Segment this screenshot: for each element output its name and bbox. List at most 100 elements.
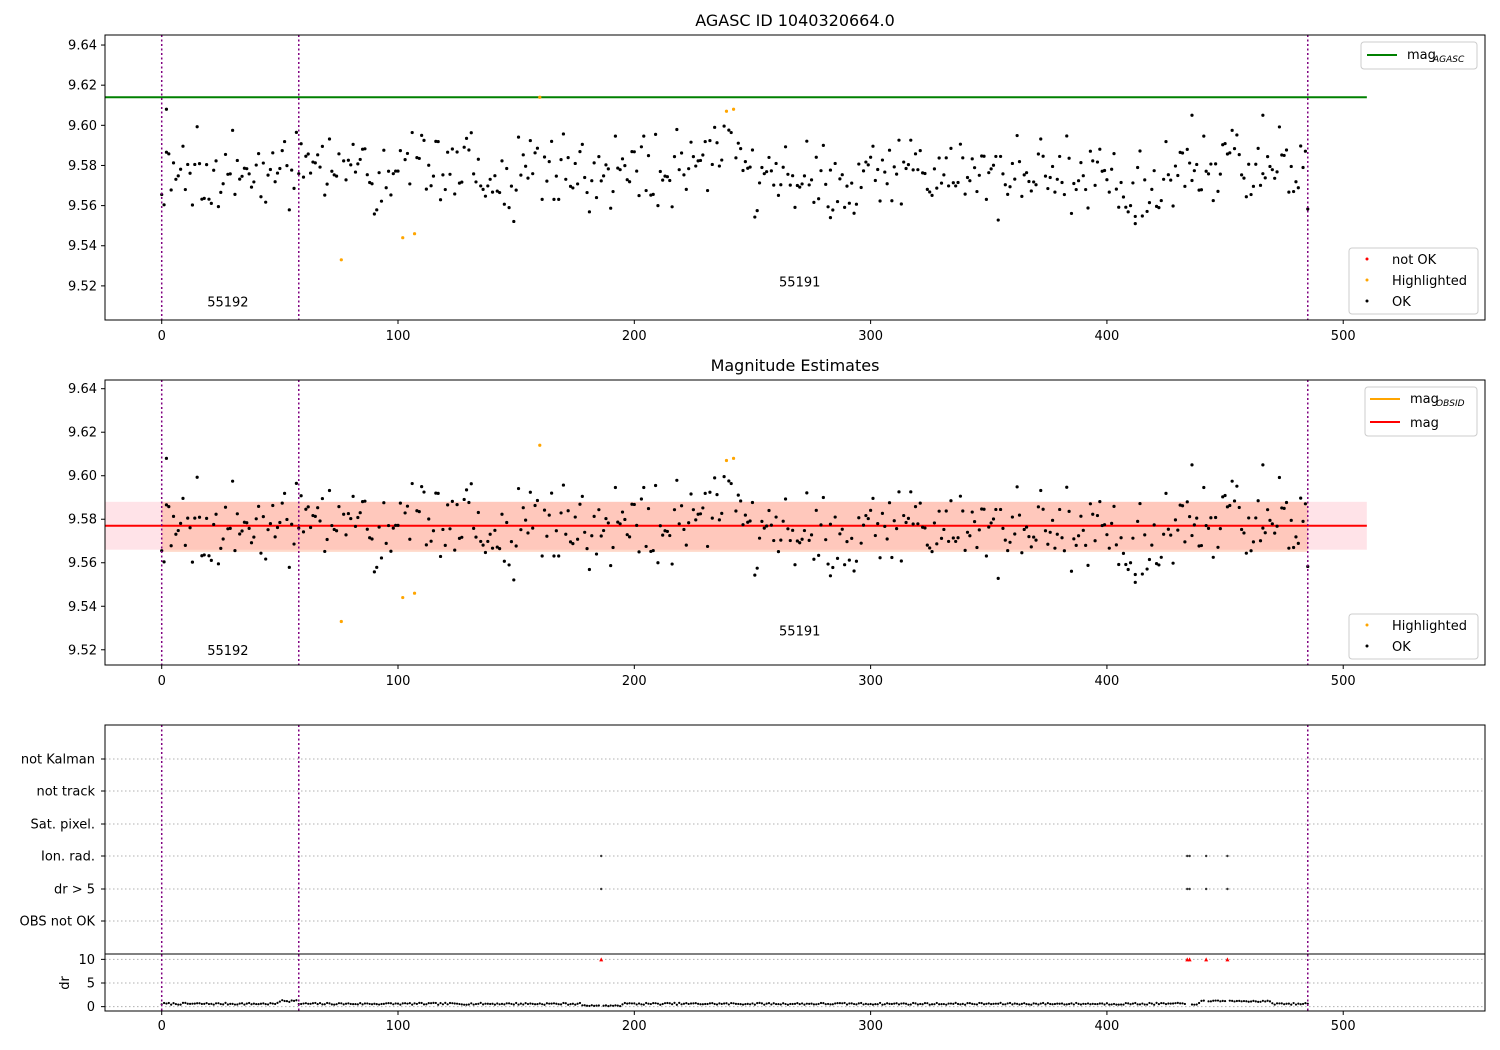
ok-point-480 <box>164 107 169 111</box>
ok-point-221 <box>691 508 695 512</box>
ok-point-418 <box>1162 532 1166 536</box>
dr-point-185 <box>597 1004 600 1007</box>
ok-point-276 <box>826 205 830 209</box>
dr-point-238 <box>723 1002 726 1005</box>
ok-point-368 <box>1043 174 1048 178</box>
ok-point-259 <box>786 172 790 176</box>
dr-point-369 <box>1032 1002 1035 1005</box>
ok-point-24 <box>216 562 221 566</box>
ok-point-246 <box>755 209 759 213</box>
ok-point-295 <box>871 496 875 500</box>
dr-point-458 <box>1242 999 1246 1003</box>
dr-point-244 <box>737 1002 740 1006</box>
ok-point-287 <box>852 569 856 573</box>
ok-point-430 <box>1190 178 1194 183</box>
dr-point-266 <box>789 1002 792 1006</box>
ok-point-213 <box>672 155 677 159</box>
y-tick-label-4: 9.60 <box>68 119 97 134</box>
ok-point-69 <box>323 549 327 554</box>
ok-point-470 <box>1284 148 1289 152</box>
ok-point-439 <box>1211 198 1215 203</box>
ok-point-296 <box>873 533 877 538</box>
dr-point-241 <box>730 1001 733 1005</box>
ok-point-429 <box>1188 161 1192 165</box>
ok-point-81 <box>353 170 358 174</box>
ok-point-2 <box>164 150 169 154</box>
ok-point-88 <box>370 182 374 186</box>
dr-point-102 <box>401 1002 404 1005</box>
dr-point-174 <box>571 1002 574 1005</box>
ok-point-96 <box>389 549 393 553</box>
ok-point-196 <box>632 502 636 507</box>
ok-point-474 <box>1294 535 1298 539</box>
ok-point-414 <box>1152 523 1156 527</box>
ok-point-440 <box>1214 162 1218 166</box>
legend2-highlighted-label: Highlighted <box>1392 619 1467 634</box>
dr-point-414 <box>1138 1003 1142 1006</box>
legend-not-ok-label: not OK <box>1392 253 1437 268</box>
ok-point-121 <box>453 548 457 552</box>
ok-point-205 <box>653 132 658 136</box>
ok-point-22 <box>212 522 216 527</box>
ok-point-293 <box>866 516 870 521</box>
ok-point-265 <box>800 537 804 541</box>
ok-point-264 <box>798 185 802 189</box>
ok-point-181 <box>597 155 601 159</box>
dr-point-168 <box>557 1003 560 1006</box>
flag-point-0-2 <box>1188 854 1191 858</box>
legend-status-2: Highlighted OK <box>1348 613 1479 660</box>
x-tick-label-0: 0 <box>158 674 166 689</box>
ok-point-449 <box>1235 133 1239 137</box>
dr-point-118 <box>439 1001 442 1005</box>
ok-point-441 <box>1216 189 1220 193</box>
ok-point-42 <box>259 195 263 199</box>
ok-point-221 <box>691 155 695 159</box>
dr-point-445 <box>1212 999 1215 1002</box>
ok-point-410 <box>1143 533 1147 537</box>
dr-point-113 <box>427 1002 430 1005</box>
dr-point-221 <box>682 1002 686 1005</box>
ok-point-247 <box>757 536 762 540</box>
dr-point-247 <box>744 1003 747 1006</box>
ok-point-243 <box>748 165 752 169</box>
ok-point-252 <box>769 169 773 173</box>
ok-point-472 <box>1289 164 1293 169</box>
y-tick-label-5: 9.62 <box>68 79 97 94</box>
ok-point-151 <box>524 518 528 522</box>
ok-point-399 <box>1117 562 1121 567</box>
ok-point-251 <box>767 155 771 160</box>
ok-point-240 <box>741 523 745 527</box>
ok-point-305 <box>895 172 899 176</box>
ok-point-100 <box>398 501 402 505</box>
ok-point-266 <box>802 528 807 533</box>
ok-point-484 <box>1133 580 1137 584</box>
dr-point-432 <box>1181 1002 1184 1005</box>
ok-point-322 <box>935 186 939 190</box>
ok-point-342 <box>982 507 986 511</box>
ok-point-199 <box>639 497 644 501</box>
dr-point-211 <box>659 1003 662 1006</box>
ok-point-172 <box>576 537 580 541</box>
ok-point-45 <box>266 173 270 177</box>
ok-point-319 <box>928 546 932 550</box>
dr-point-337 <box>956 1002 960 1006</box>
dr-point-385 <box>1070 1002 1073 1005</box>
ok-point-443 <box>1221 143 1225 147</box>
ok-point-29 <box>228 526 232 530</box>
ok-point-354 <box>1010 161 1014 166</box>
ok-point-462 <box>1266 508 1270 512</box>
dr-point-333 <box>947 1002 950 1005</box>
ok-point-222 <box>694 164 698 168</box>
dr-point-338 <box>959 1003 962 1006</box>
ok-point-73 <box>332 527 336 532</box>
dr-point-32 <box>236 1003 239 1006</box>
ok-point-409 <box>1140 572 1144 576</box>
ok-point-277 <box>828 522 833 526</box>
ok-point-70 <box>325 537 329 542</box>
ok-point-402 <box>1124 562 1128 567</box>
dr-point-236 <box>718 1002 721 1005</box>
ok-point-382 <box>1076 534 1081 538</box>
ok-point-483 <box>828 574 833 578</box>
dr-point-452 <box>1228 999 1231 1002</box>
ok-point-364 <box>1034 183 1038 187</box>
